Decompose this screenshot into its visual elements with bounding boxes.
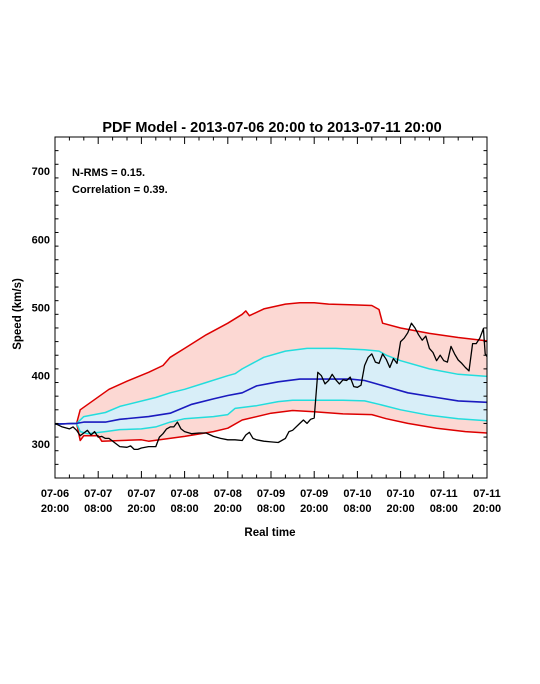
- x-tick-label-time: 20:00: [473, 503, 501, 515]
- x-tick-label-time: 20:00: [387, 503, 415, 515]
- y-tick-label: 700: [32, 166, 50, 178]
- annotation-correlation: Correlation = 0.39.: [72, 184, 168, 196]
- series-median-line: [54, 378, 488, 425]
- x-tick-label-time: 08:00: [171, 503, 199, 515]
- y-tick-label: 300: [32, 439, 50, 451]
- x-tick-label-date: 07-07: [127, 488, 155, 500]
- annotation-nrms: N-RMS = 0.15.: [72, 167, 145, 179]
- x-tick-label-date: 07-09: [257, 488, 285, 500]
- x-tick-label-time: 08:00: [343, 503, 371, 515]
- bands-layer: [55, 302, 487, 442]
- chart-title: PDF Model - 2013-07-06 20:00 to 2013-07-…: [102, 120, 441, 136]
- series-outer-lower-line: [54, 409, 488, 442]
- x-tick-label-time: 20:00: [127, 503, 155, 515]
- x-axis-label: Real time: [244, 527, 295, 539]
- y-tick-label: 500: [32, 303, 50, 315]
- x-tick-label-date: 07-08: [214, 488, 242, 500]
- x-tick-label-date: 07-08: [171, 488, 199, 500]
- x-tick-label-time: 08:00: [84, 503, 112, 515]
- x-tick-label-date: 07-11: [473, 488, 501, 500]
- series-inner-upper-line: [54, 347, 488, 425]
- x-tick-label-date: 07-11: [430, 488, 458, 500]
- x-tick-label-date: 07-06: [41, 488, 69, 500]
- series-observed-line: [54, 322, 488, 451]
- series-inner-lower-line: [54, 399, 488, 435]
- x-tick-label-date: 07-07: [84, 488, 112, 500]
- x-tick-label-time: 20:00: [41, 503, 69, 515]
- series-outer-upper-line: [54, 301, 488, 425]
- x-tick-label-time: 08:00: [430, 503, 458, 515]
- x-tick-label-date: 07-09: [300, 488, 328, 500]
- x-tick-label-date: 07-10: [343, 488, 371, 500]
- x-tick-label-time: 20:00: [214, 503, 242, 515]
- x-tick-label-time: 20:00: [300, 503, 328, 515]
- y-tick-label: 600: [32, 234, 50, 246]
- x-tick-label-time: 08:00: [257, 503, 285, 515]
- y-axis-label: Speed (km/s): [12, 278, 24, 350]
- lines-layer: [54, 301, 488, 451]
- y-tick-label: 400: [32, 371, 50, 383]
- x-tick-label-date: 07-10: [387, 488, 415, 500]
- axes-layer: 300 400 500 600 700 07-06 20:00 07-07 08:00 07-07…: [32, 136, 501, 515]
- inner-band-fill: [55, 348, 487, 434]
